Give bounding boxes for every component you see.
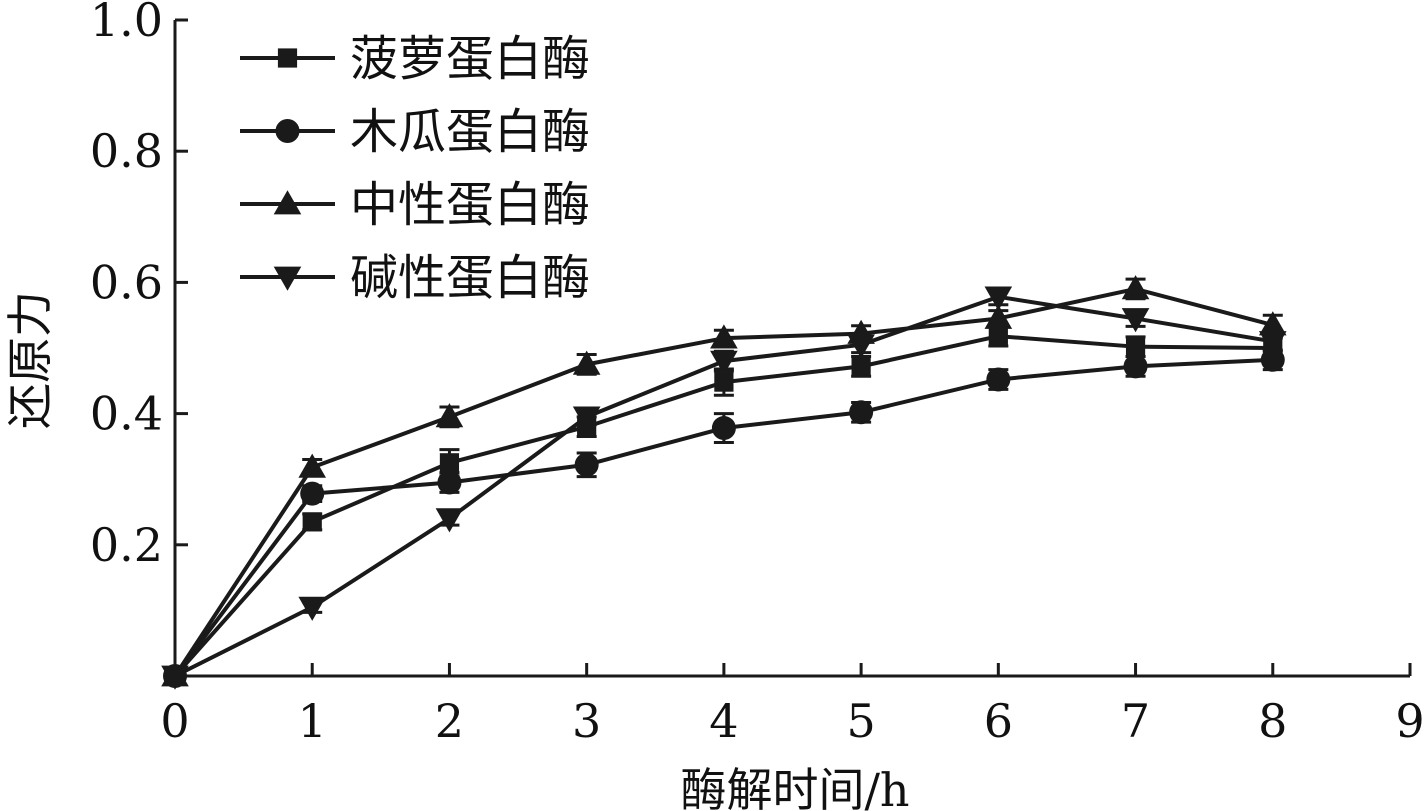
x-tick-label: 7 bbox=[1121, 694, 1150, 748]
data-point bbox=[572, 406, 601, 431]
y-tick-label: 0.2 bbox=[90, 518, 163, 572]
legend-label: 木瓜蛋白酶 bbox=[350, 104, 590, 160]
legend-marker bbox=[277, 48, 298, 68]
x-tick-label: 3 bbox=[572, 694, 601, 748]
y-tick-label: 1.0 bbox=[90, 0, 163, 47]
data-point bbox=[1121, 308, 1150, 333]
data-point bbox=[847, 334, 875, 359]
data-point bbox=[1121, 275, 1150, 300]
legend-entry-3: 中性蛋白酶 bbox=[240, 177, 590, 233]
data-point bbox=[1258, 331, 1287, 356]
x-tick-label: 5 bbox=[846, 694, 875, 748]
legend-marker bbox=[273, 190, 302, 215]
legend-label: 碱性蛋白酶 bbox=[350, 250, 590, 306]
x-tick-label: 9 bbox=[1395, 694, 1424, 748]
series-2 bbox=[163, 347, 1285, 688]
data-point bbox=[302, 512, 322, 532]
data-point bbox=[1258, 311, 1287, 336]
series-4 bbox=[161, 286, 1287, 690]
data-point bbox=[439, 453, 460, 473]
data-point bbox=[161, 665, 189, 690]
series-line bbox=[173, 357, 1273, 678]
x-tick-label: 1 bbox=[298, 694, 327, 748]
data-point bbox=[298, 453, 327, 478]
data-point bbox=[851, 356, 871, 376]
data-point bbox=[988, 326, 1008, 346]
data-point bbox=[435, 508, 464, 533]
x-tick-label: 4 bbox=[709, 694, 738, 748]
x-tick-label: 8 bbox=[1258, 694, 1287, 748]
data-point bbox=[1123, 354, 1148, 379]
data-point bbox=[984, 304, 1013, 329]
data-point bbox=[849, 400, 874, 425]
data-point bbox=[710, 350, 738, 375]
data-point bbox=[986, 367, 1011, 392]
x-tick-label: 2 bbox=[435, 694, 464, 748]
data-point bbox=[714, 372, 734, 392]
data-point bbox=[984, 286, 1013, 311]
plot-area bbox=[161, 275, 1287, 690]
axes: 0 1 2 3 4 5 6 7 8 9 0.2 0.4 0.6 0.8 1.0 bbox=[90, 0, 1425, 748]
y-axis-title: 还原力 bbox=[3, 291, 57, 429]
y-tick-label: 0.8 bbox=[90, 124, 163, 178]
data-point bbox=[574, 452, 599, 477]
series-1 bbox=[165, 324, 1283, 686]
y-tick-label: 0.4 bbox=[90, 387, 163, 441]
legend-entry-4: 碱性蛋白酶 bbox=[240, 250, 590, 306]
data-point bbox=[300, 481, 325, 506]
data-point bbox=[298, 596, 327, 621]
legend-label: 菠萝蛋白酶 bbox=[350, 31, 590, 87]
legend-entry-1: 菠萝蛋白酶 bbox=[240, 31, 590, 87]
legend-marker bbox=[275, 119, 300, 143]
legend-entry-2: 木瓜蛋白酶 bbox=[240, 104, 590, 160]
legend-marker bbox=[273, 266, 302, 291]
series-3 bbox=[161, 275, 1287, 687]
legend-label: 中性蛋白酶 bbox=[350, 177, 590, 233]
data-point bbox=[1125, 337, 1146, 357]
data-point bbox=[710, 324, 738, 349]
y-tick-label: 0.6 bbox=[90, 255, 163, 309]
x-tick-label: 6 bbox=[984, 694, 1013, 748]
x-axis-title: 酶解时间/h bbox=[680, 763, 909, 811]
data-point bbox=[435, 403, 464, 428]
data-point bbox=[572, 350, 601, 375]
x-tick-label: 0 bbox=[160, 694, 189, 748]
data-point bbox=[711, 416, 736, 441]
data-point bbox=[1260, 347, 1285, 372]
data-point bbox=[437, 470, 462, 495]
